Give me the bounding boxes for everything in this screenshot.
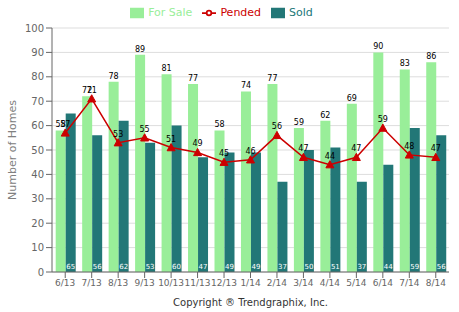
svg-text:47: 47: [298, 144, 308, 153]
svg-text:47: 47: [351, 144, 361, 153]
svg-text:Number of Homes: Number of Homes: [8, 100, 19, 200]
svg-text:12/13: 12/13: [211, 278, 237, 288]
svg-text:74: 74: [241, 81, 251, 90]
svg-text:86: 86: [426, 52, 436, 61]
svg-text:89: 89: [135, 45, 145, 54]
svg-text:8/13: 8/13: [108, 278, 128, 288]
svg-text:6/14: 6/14: [373, 278, 393, 288]
svg-text:90: 90: [31, 47, 44, 58]
svg-text:1/14: 1/14: [240, 278, 260, 288]
svg-text:11/13: 11/13: [185, 278, 211, 288]
svg-text:55: 55: [140, 125, 150, 134]
svg-text:78: 78: [109, 72, 119, 81]
svg-text:100: 100: [25, 23, 44, 34]
svg-text:47: 47: [199, 263, 208, 271]
svg-text:7/14: 7/14: [399, 278, 419, 288]
svg-text:56: 56: [93, 263, 102, 271]
svg-text:58: 58: [214, 120, 224, 129]
svg-text:65: 65: [66, 263, 75, 271]
svg-text:59: 59: [410, 263, 419, 271]
svg-text:48: 48: [404, 142, 414, 151]
html-text:Pended: Pended: [220, 6, 262, 19]
svg-text:30: 30: [31, 193, 44, 204]
svg-text:50: 50: [31, 145, 44, 156]
svg-text:80: 80: [31, 71, 44, 82]
svg-text:6/13: 6/13: [55, 278, 75, 288]
svg-text:62: 62: [119, 263, 128, 271]
svg-text:0: 0: [38, 267, 44, 278]
svg-text:9/13: 9/13: [135, 278, 155, 288]
svg-text:Copyright ® Trendgraphix, Inc.: Copyright ® Trendgraphix, Inc.: [173, 297, 328, 308]
svg-text:71: 71: [87, 86, 97, 95]
svg-text:59: 59: [378, 115, 388, 124]
svg-text:53: 53: [113, 130, 123, 139]
svg-text:77: 77: [188, 74, 198, 83]
svg-text:7/13: 7/13: [82, 278, 102, 288]
svg-text:59: 59: [294, 118, 304, 127]
svg-text:40: 40: [31, 169, 44, 180]
svg-text:60: 60: [31, 120, 44, 131]
html-text:Sold: Sold: [289, 6, 313, 19]
svg-text:83: 83: [400, 59, 410, 68]
svg-text:51: 51: [166, 135, 176, 144]
svg-text:2/14: 2/14: [267, 278, 287, 288]
svg-text:53: 53: [146, 263, 155, 271]
svg-text:62: 62: [320, 111, 330, 120]
svg-text:51: 51: [331, 263, 340, 271]
svg-text:44: 44: [384, 263, 393, 271]
svg-text:20: 20: [31, 218, 44, 229]
svg-text:49: 49: [192, 139, 202, 148]
html-text:For Sale: For Sale: [148, 6, 193, 19]
svg-text:56: 56: [437, 263, 446, 271]
svg-text:60: 60: [172, 263, 181, 271]
svg-text:37: 37: [278, 263, 287, 271]
svg-text:81: 81: [161, 64, 171, 73]
svg-text:4/14: 4/14: [320, 278, 340, 288]
svg-text:69: 69: [347, 94, 357, 103]
svg-text:37: 37: [357, 263, 366, 271]
svg-text:10: 10: [31, 242, 44, 253]
svg-text:57: 57: [60, 120, 70, 129]
svg-text:50: 50: [304, 263, 313, 271]
svg-text:56: 56: [272, 122, 282, 131]
svg-text:70: 70: [31, 96, 44, 107]
svg-text:47: 47: [431, 144, 441, 153]
svg-text:10/13: 10/13: [158, 278, 184, 288]
svg-text:5/14: 5/14: [346, 278, 366, 288]
svg-text:77: 77: [267, 74, 277, 83]
svg-text:45: 45: [219, 149, 229, 158]
svg-text:46: 46: [245, 147, 255, 156]
svg-text:8/14: 8/14: [426, 278, 446, 288]
svg-text:44: 44: [325, 152, 335, 161]
svg-text:3/14: 3/14: [293, 278, 313, 288]
svg-text:49: 49: [225, 263, 234, 271]
svg-text:49: 49: [252, 263, 261, 271]
svg-text:90: 90: [373, 42, 383, 51]
